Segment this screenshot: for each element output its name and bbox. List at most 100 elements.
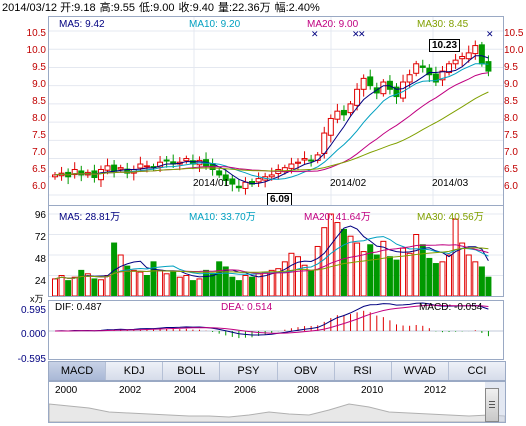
event-marker: ✕ bbox=[358, 29, 366, 39]
price-y-tick: 7.5 bbox=[32, 130, 46, 141]
volume-bar bbox=[281, 261, 288, 296]
volume-bar bbox=[386, 256, 393, 296]
price-y-axis-left: 10.5 10.0 9.5 9.0 8.5 8.0 7.5 7.0 6.5 6.… bbox=[20, 28, 46, 208]
volume-bar bbox=[176, 276, 183, 296]
candle-body bbox=[229, 178, 236, 185]
timeline-year: 2012 bbox=[424, 385, 447, 396]
timeline-navigator[interactable]: 2000 2002 2004 2006 2008 2010 2012 bbox=[48, 381, 506, 423]
candle-body bbox=[183, 158, 190, 162]
volume-bar bbox=[249, 276, 256, 296]
volume-ma10-label: MA10: 33.70万 bbox=[189, 212, 256, 223]
macd-dea-label: DEA: 0.514 bbox=[221, 302, 273, 313]
price-y-tick: 10.0 bbox=[26, 45, 46, 56]
macd-y-tick: 0.595 bbox=[20, 305, 46, 316]
candle-body bbox=[465, 52, 472, 60]
tab-macd[interactable]: MACD bbox=[49, 362, 107, 380]
candle-body bbox=[478, 44, 485, 65]
candle-body bbox=[327, 117, 334, 136]
volume-bar bbox=[321, 227, 328, 296]
candle-body bbox=[426, 67, 433, 76]
volume-unit: x万 bbox=[30, 294, 44, 304]
volume-y-tick: 72 bbox=[34, 232, 46, 243]
price-ma30-label: MA30: 8.45 bbox=[417, 19, 469, 30]
price-y-tick: 10.5 bbox=[504, 28, 524, 39]
volume-y-tick: 24 bbox=[34, 276, 46, 287]
volume-bar bbox=[124, 265, 131, 296]
volume-bar bbox=[189, 280, 196, 296]
macd-dif-label: DIF: 0.487 bbox=[55, 302, 102, 313]
candle-body bbox=[137, 163, 144, 169]
candle-body bbox=[413, 63, 420, 74]
candle-body bbox=[294, 161, 301, 164]
tab-psy[interactable]: PSY bbox=[220, 362, 278, 380]
ma5-line bbox=[54, 55, 489, 185]
volume-bar bbox=[400, 247, 407, 296]
price-y-tick: 10.5 bbox=[26, 28, 46, 39]
tab-cci[interactable]: CCI bbox=[467, 365, 487, 377]
tab-boll[interactable]: BOLL bbox=[163, 362, 221, 380]
volume-bar bbox=[406, 252, 413, 296]
event-marker: ✕ bbox=[311, 29, 319, 39]
volume-bar bbox=[52, 278, 58, 296]
price-y-tick: 8.0 bbox=[32, 113, 46, 124]
price-y-tick: 8.5 bbox=[32, 96, 46, 107]
candle-body bbox=[354, 88, 361, 106]
volume-bar bbox=[170, 271, 177, 296]
macd-y-tick: -0.595 bbox=[17, 354, 46, 365]
quote-date-open: 2014/03/12 开:9.18 bbox=[2, 2, 96, 14]
volume-bar bbox=[143, 275, 150, 296]
volume-bar bbox=[288, 252, 295, 296]
volume-bar bbox=[104, 275, 111, 296]
price-x-tick: 2014/02 bbox=[330, 178, 367, 189]
price-ma5-label: MA5: 9.42 bbox=[59, 19, 105, 30]
candle-body bbox=[222, 174, 229, 181]
candle-body bbox=[393, 86, 400, 98]
price-x-tick: 2014/01 bbox=[193, 178, 230, 189]
volume-bar bbox=[446, 254, 453, 296]
candle-body bbox=[472, 45, 479, 55]
volume-panel[interactable]: MA5: 28.81万 MA10: 33.70万 MA20: 41.64万 MA… bbox=[48, 205, 504, 297]
price-y-tick: 10.0 bbox=[504, 45, 524, 56]
volume-bar bbox=[294, 256, 301, 296]
candle-body bbox=[301, 158, 308, 161]
candle-body bbox=[334, 110, 341, 120]
dea-line bbox=[55, 304, 489, 334]
volume-bar bbox=[334, 222, 341, 296]
volume-bar bbox=[163, 273, 170, 296]
candle-body bbox=[406, 74, 413, 83]
timeline-year: 2008 bbox=[297, 385, 320, 396]
price-ma10-label: MA10: 9.20 bbox=[189, 19, 241, 30]
macd-value-label: MACD: -0.054 bbox=[419, 302, 483, 313]
volume-bar bbox=[465, 254, 472, 296]
timeline-year: 2000 bbox=[55, 385, 78, 396]
candle-body bbox=[321, 132, 328, 154]
candle-body bbox=[157, 161, 164, 168]
price-panel[interactable]: ✕ ✕ ✕ ✕ MA5: 9.42 MA10: 9.20 MA20: 9.00 MA3… bbox=[48, 16, 504, 206]
price-y-tick: 9.0 bbox=[504, 79, 518, 90]
candle-body bbox=[360, 77, 367, 90]
price-y-tick: 8.5 bbox=[504, 96, 518, 107]
tab-wvad[interactable]: WVAD bbox=[392, 362, 449, 380]
volume-bar bbox=[71, 276, 78, 296]
indicator-tabs: MACD KDJ BOLL PSY OBV RSI WVAD CCI bbox=[48, 361, 506, 381]
volume-bar bbox=[413, 234, 420, 296]
volume-bar bbox=[130, 269, 137, 296]
timeline-handle[interactable] bbox=[485, 388, 499, 422]
timeline-year: 2002 bbox=[119, 385, 142, 396]
candle-body bbox=[452, 59, 459, 65]
volume-ma20-label: MA20: 41.64万 bbox=[304, 212, 371, 223]
tab-obv[interactable]: OBV bbox=[278, 362, 335, 380]
volume-bar bbox=[314, 245, 321, 296]
volume-y-tick: 48 bbox=[34, 254, 46, 265]
macd-panel[interactable]: DIF: 0.487 DEA: 0.514 MACD: -0.054 bbox=[48, 300, 504, 360]
ma30-line bbox=[54, 91, 489, 176]
price-y-tick: 8.0 bbox=[504, 113, 518, 124]
ma20-line bbox=[54, 72, 489, 176]
candle-body bbox=[340, 109, 347, 116]
tab-kdj[interactable]: KDJ bbox=[106, 362, 164, 380]
volume-y-tick: 96 bbox=[34, 210, 46, 221]
volume-bar bbox=[268, 269, 275, 296]
price-x-tick: 2014/03 bbox=[432, 178, 469, 189]
candle-body bbox=[111, 164, 118, 172]
tab-rsi[interactable]: RSI bbox=[335, 362, 392, 380]
